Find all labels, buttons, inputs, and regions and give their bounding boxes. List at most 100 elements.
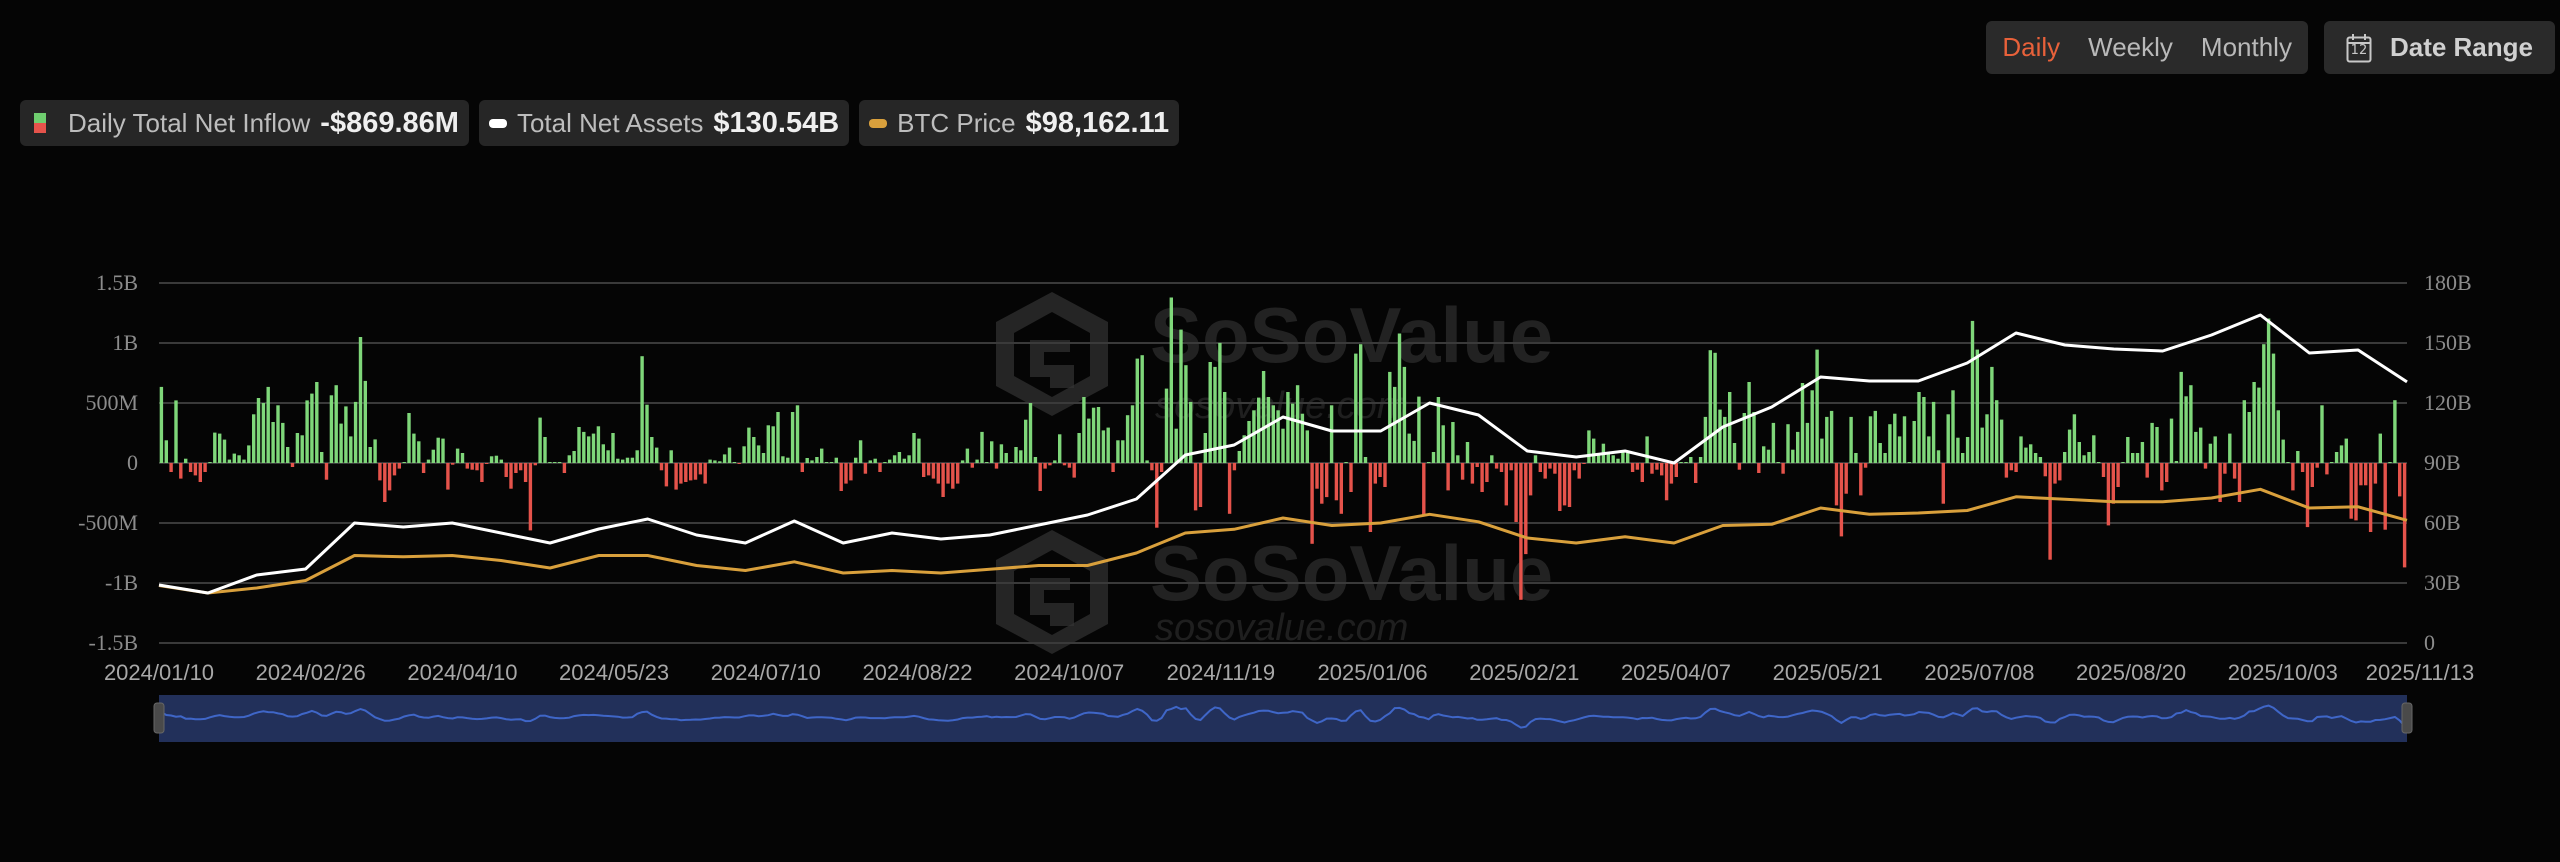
inflow-bar-negative[interactable] (936, 463, 940, 484)
inflow-bar-positive[interactable] (1121, 440, 1125, 463)
inflow-bar-positive[interactable] (567, 455, 571, 463)
inflow-bar-positive[interactable] (548, 462, 552, 463)
inflow-bar-positive[interactable] (2247, 412, 2251, 463)
inflow-bar-negative[interactable] (2116, 463, 2120, 487)
inflow-bar-positive[interactable] (1402, 366, 1407, 463)
inflow-bar-positive[interactable] (722, 454, 727, 463)
inflow-bar-positive[interactable] (1096, 407, 1101, 463)
inflow-bar-positive[interactable] (1213, 366, 1217, 463)
inflow-bar-positive[interactable] (1135, 358, 1139, 463)
inflow-bar-negative[interactable] (659, 463, 664, 471)
inflow-bar-positive[interactable] (805, 458, 809, 463)
inflow-bar-negative[interactable] (849, 463, 853, 481)
inflow-bar-negative[interactable] (1062, 463, 1067, 466)
inflow-bar-positive[interactable] (1053, 460, 1057, 463)
inflow-bar-positive[interactable] (431, 449, 435, 463)
inflow-bar-negative[interactable] (1524, 463, 1528, 555)
inflow-bar-negative[interactable] (1446, 463, 1450, 491)
inflow-bar-negative[interactable] (169, 463, 173, 472)
inflow-bar-negative[interactable] (2349, 463, 2353, 519)
inflow-bar-positive[interactable] (2135, 453, 2140, 463)
legend-daily-net-inflow[interactable]: Daily Total Net Inflow -$869.86M (20, 100, 469, 146)
inflow-bar-positive[interactable] (2271, 353, 2276, 463)
inflow-bar-negative[interactable] (2232, 463, 2237, 479)
inflow-bar-positive[interactable] (213, 432, 217, 463)
inflow-bar-negative[interactable] (1543, 463, 1547, 479)
inflow-bar-negative[interactable] (693, 463, 698, 480)
inflow-bar-negative[interactable] (2053, 463, 2057, 484)
inflow-bar-negative[interactable] (679, 463, 683, 484)
inflow-bar-negative[interactable] (1844, 463, 1848, 494)
inflow-bar-negative[interactable] (1494, 463, 1499, 469)
inflow-bar-positive[interactable] (2184, 396, 2188, 463)
inflow-bar-positive[interactable] (499, 459, 503, 463)
inflow-bar-positive[interactable] (1888, 424, 1892, 463)
inflow-bar-negative[interactable] (737, 463, 741, 464)
inflow-bar-positive[interactable] (494, 455, 499, 463)
inflow-bar-positive[interactable] (1825, 416, 1829, 463)
inflow-bar-negative[interactable] (193, 463, 198, 476)
inflow-bar-positive[interactable] (232, 453, 236, 463)
inflow-bar-negative[interactable] (1538, 463, 1542, 472)
inflow-bar-negative[interactable] (1655, 463, 1659, 470)
inflow-bar-negative[interactable] (1509, 463, 1513, 471)
inflow-bar-negative[interactable] (931, 463, 936, 479)
inflow-bar-positive[interactable] (2131, 453, 2135, 463)
inflow-bar-negative[interactable] (703, 463, 707, 484)
inflow-bar-negative[interactable] (2223, 463, 2227, 474)
inflow-bar-positive[interactable] (1407, 433, 1411, 463)
inflow-bar-negative[interactable] (1553, 463, 1557, 474)
inflow-bar-positive[interactable] (349, 436, 353, 463)
inflow-bar-positive[interactable] (1873, 410, 1877, 463)
inflow-bar-positive[interactable] (1587, 430, 1591, 463)
inflow-bar-positive[interactable] (1868, 416, 1873, 463)
inflow-bar-negative[interactable] (1155, 463, 1159, 528)
navigator-left-handle[interactable] (153, 702, 165, 734)
inflow-bar-negative[interactable] (1757, 463, 1761, 473)
inflow-bar-positive[interactable] (902, 458, 906, 463)
inflow-bar-positive[interactable] (990, 441, 994, 463)
inflow-bar-positive[interactable] (2344, 438, 2348, 463)
inflow-bar-negative[interactable] (1422, 463, 1426, 516)
inflow-bar-positive[interactable] (358, 337, 363, 463)
inflow-bar-positive[interactable] (208, 462, 212, 463)
inflow-bar-positive[interactable] (640, 356, 644, 463)
inflow-bar-positive[interactable] (635, 450, 639, 463)
inflow-bar-positive[interactable] (810, 460, 814, 463)
inflow-bar-positive[interactable] (1645, 436, 1649, 463)
inflow-bar-negative[interactable] (1650, 463, 1654, 474)
inflow-bar-positive[interactable] (281, 422, 285, 463)
inflow-bar-positive[interactable] (1752, 412, 1756, 463)
inflow-bar-positive[interactable] (1116, 440, 1120, 463)
inflow-bar-positive[interactable] (873, 458, 877, 463)
inflow-bar-positive[interactable] (286, 447, 290, 463)
inflow-bar-positive[interactable] (790, 412, 795, 463)
inflow-bar-positive[interactable] (402, 462, 406, 463)
inflow-bar-positive[interactable] (339, 423, 343, 463)
inflow-bar-positive[interactable] (776, 412, 780, 463)
inflow-bar-negative[interactable] (2310, 463, 2314, 487)
inflow-bar-positive[interactable] (596, 426, 601, 463)
inflow-bar-positive[interactable] (412, 433, 416, 463)
inflow-bar-negative[interactable] (1737, 463, 1742, 470)
inflow-bar-positive[interactable] (1762, 446, 1766, 463)
inflow-bar-positive[interactable] (1970, 320, 1975, 463)
inflow-bar-negative[interactable] (421, 463, 426, 473)
inflow-bar-positive[interactable] (2169, 418, 2174, 463)
inflow-bar-negative[interactable] (509, 463, 513, 489)
inflow-bar-positive[interactable] (756, 445, 761, 463)
inflow-bar-positive[interactable] (2281, 439, 2285, 463)
inflow-bar-positive[interactable] (1024, 419, 1028, 463)
inflow-bar-positive[interactable] (1936, 450, 1941, 463)
inflow-bar-positive[interactable] (1242, 435, 1246, 463)
inflow-bar-negative[interactable] (956, 463, 960, 484)
inflow-bar-negative[interactable] (1038, 463, 1042, 491)
inflow-bar-positive[interactable] (829, 462, 834, 463)
inflow-bar-positive[interactable] (752, 437, 756, 463)
inflow-bar-positive[interactable] (1359, 344, 1363, 463)
inflow-bar-negative[interactable] (2237, 463, 2242, 502)
inflow-bar-positive[interactable] (2194, 431, 2198, 463)
inflow-bar-positive[interactable] (1058, 434, 1062, 463)
inflow-bar-positive[interactable] (1354, 353, 1358, 463)
inflow-bar-positive[interactable] (1247, 421, 1251, 463)
